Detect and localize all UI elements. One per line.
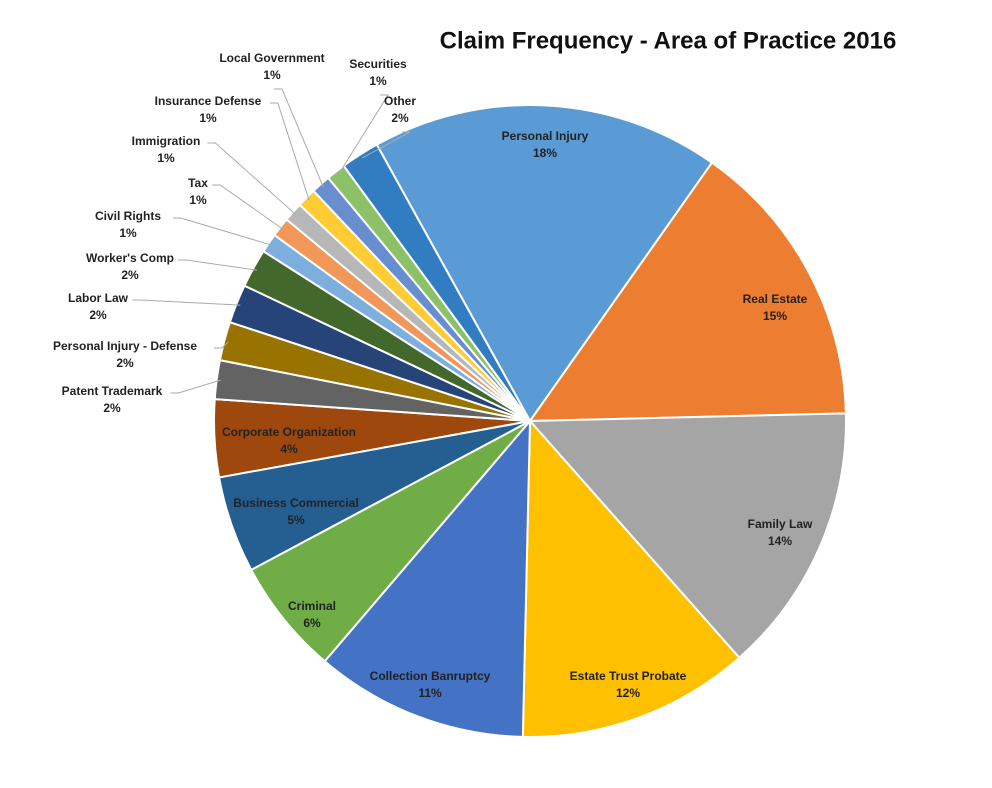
leader-line <box>172 217 273 246</box>
data-label-value: 1% <box>263 68 281 82</box>
data-label-name: Business Commercial <box>233 496 358 510</box>
data-label-value: 11% <box>418 686 442 700</box>
pie-slice <box>323 418 532 738</box>
data-label-name: Collection Banruptcy <box>370 669 491 683</box>
data-label-name: Securities <box>349 57 407 71</box>
data-label-value: 1% <box>369 74 387 88</box>
data-label-value: 14% <box>768 534 792 548</box>
leader-line <box>269 102 310 201</box>
pie-slice <box>375 104 714 423</box>
data-label-name: Corporate Organization <box>222 425 356 439</box>
data-label-name: Other <box>384 94 416 108</box>
data-label-name: Worker's Comp <box>86 251 174 265</box>
data-label-name: Patent Trademark <box>62 384 163 398</box>
data-label-value: 1% <box>119 226 137 240</box>
leader-line <box>274 88 324 188</box>
data-label-name: Real Estate <box>743 292 808 306</box>
data-label-value: 1% <box>189 193 207 207</box>
leader-line <box>170 379 221 394</box>
chart-title: Claim Frequency - Area of Practice 2016 <box>440 27 897 54</box>
data-label-name: Family Law <box>748 517 813 531</box>
data-label-name: Insurance Defense <box>155 94 262 108</box>
data-label-name: Labor Law <box>68 291 129 305</box>
data-label-name: Estate Trust Probate <box>570 669 687 683</box>
pie-slice <box>527 412 847 660</box>
data-label-value: 2% <box>103 401 121 415</box>
leader-line <box>178 259 257 271</box>
data-label-value: 1% <box>199 111 217 125</box>
leader-line <box>132 299 241 306</box>
data-label-name: Local Government <box>219 51 324 65</box>
data-label-value: 4% <box>280 442 298 456</box>
data-label-name: Immigration <box>132 134 201 148</box>
data-label-value: 12% <box>616 686 640 700</box>
data-label-value: 2% <box>121 268 139 282</box>
data-label-value: 15% <box>763 309 787 323</box>
leader-line <box>207 142 297 216</box>
data-label-value: 18% <box>533 146 557 160</box>
pie-slice <box>521 418 741 738</box>
data-label-value: 2% <box>116 356 134 370</box>
data-label-value: 1% <box>157 151 175 165</box>
data-label-name: Personal Injury - Defense <box>53 339 197 353</box>
data-label-name: Criminal <box>288 599 336 613</box>
leader-line <box>361 131 411 159</box>
data-label-name: Personal Injury <box>502 129 589 143</box>
data-label-value: 6% <box>303 616 321 630</box>
pie-slice <box>528 161 847 423</box>
leader-line <box>337 94 389 176</box>
data-label-name: Civil Rights <box>95 209 161 223</box>
data-label-name: Tax <box>188 176 208 190</box>
data-label-value: 2% <box>391 111 409 125</box>
leader-line <box>212 184 284 231</box>
data-label-value: 2% <box>89 308 107 322</box>
leader-line <box>214 341 229 349</box>
data-label-value: 5% <box>287 513 305 527</box>
